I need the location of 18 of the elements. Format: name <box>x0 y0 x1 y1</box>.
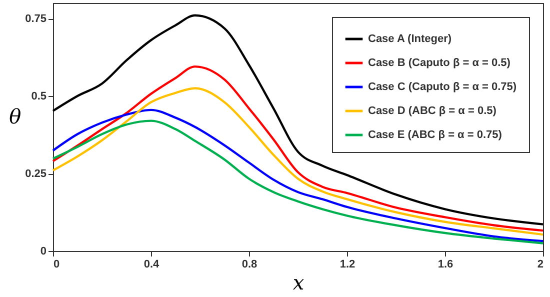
x-tick-label: 0 <box>54 258 60 270</box>
y-tick-label: 0.5 <box>31 90 46 102</box>
y-tick-label: 0.25 <box>25 168 46 180</box>
legend-label: Case E (ABC β = α = 0.75) <box>368 129 502 141</box>
x-axis-title: x <box>292 270 304 294</box>
legend-label: Case D (ABC β = α = 0.5) <box>368 105 497 117</box>
legend-label: Case C (Caputo β = α = 0.75) <box>368 81 517 93</box>
legend-label: Case B (Caputo β = α = 0.5) <box>368 57 511 69</box>
x-tick-label: 0.8 <box>242 258 258 270</box>
y-tick-label: 0.75 <box>25 13 46 25</box>
x-tick-label: 1.2 <box>340 258 356 270</box>
x-tick-label: 0.4 <box>144 258 160 270</box>
legend-label: Case A (Integer) <box>368 33 452 45</box>
y-tick-label: 0 <box>40 246 46 258</box>
x-tick-label: 1.6 <box>438 258 454 270</box>
line-series <box>52 14 544 226</box>
x-tick-label: 2 <box>537 258 544 270</box>
y-axis-title: θ <box>9 104 22 128</box>
